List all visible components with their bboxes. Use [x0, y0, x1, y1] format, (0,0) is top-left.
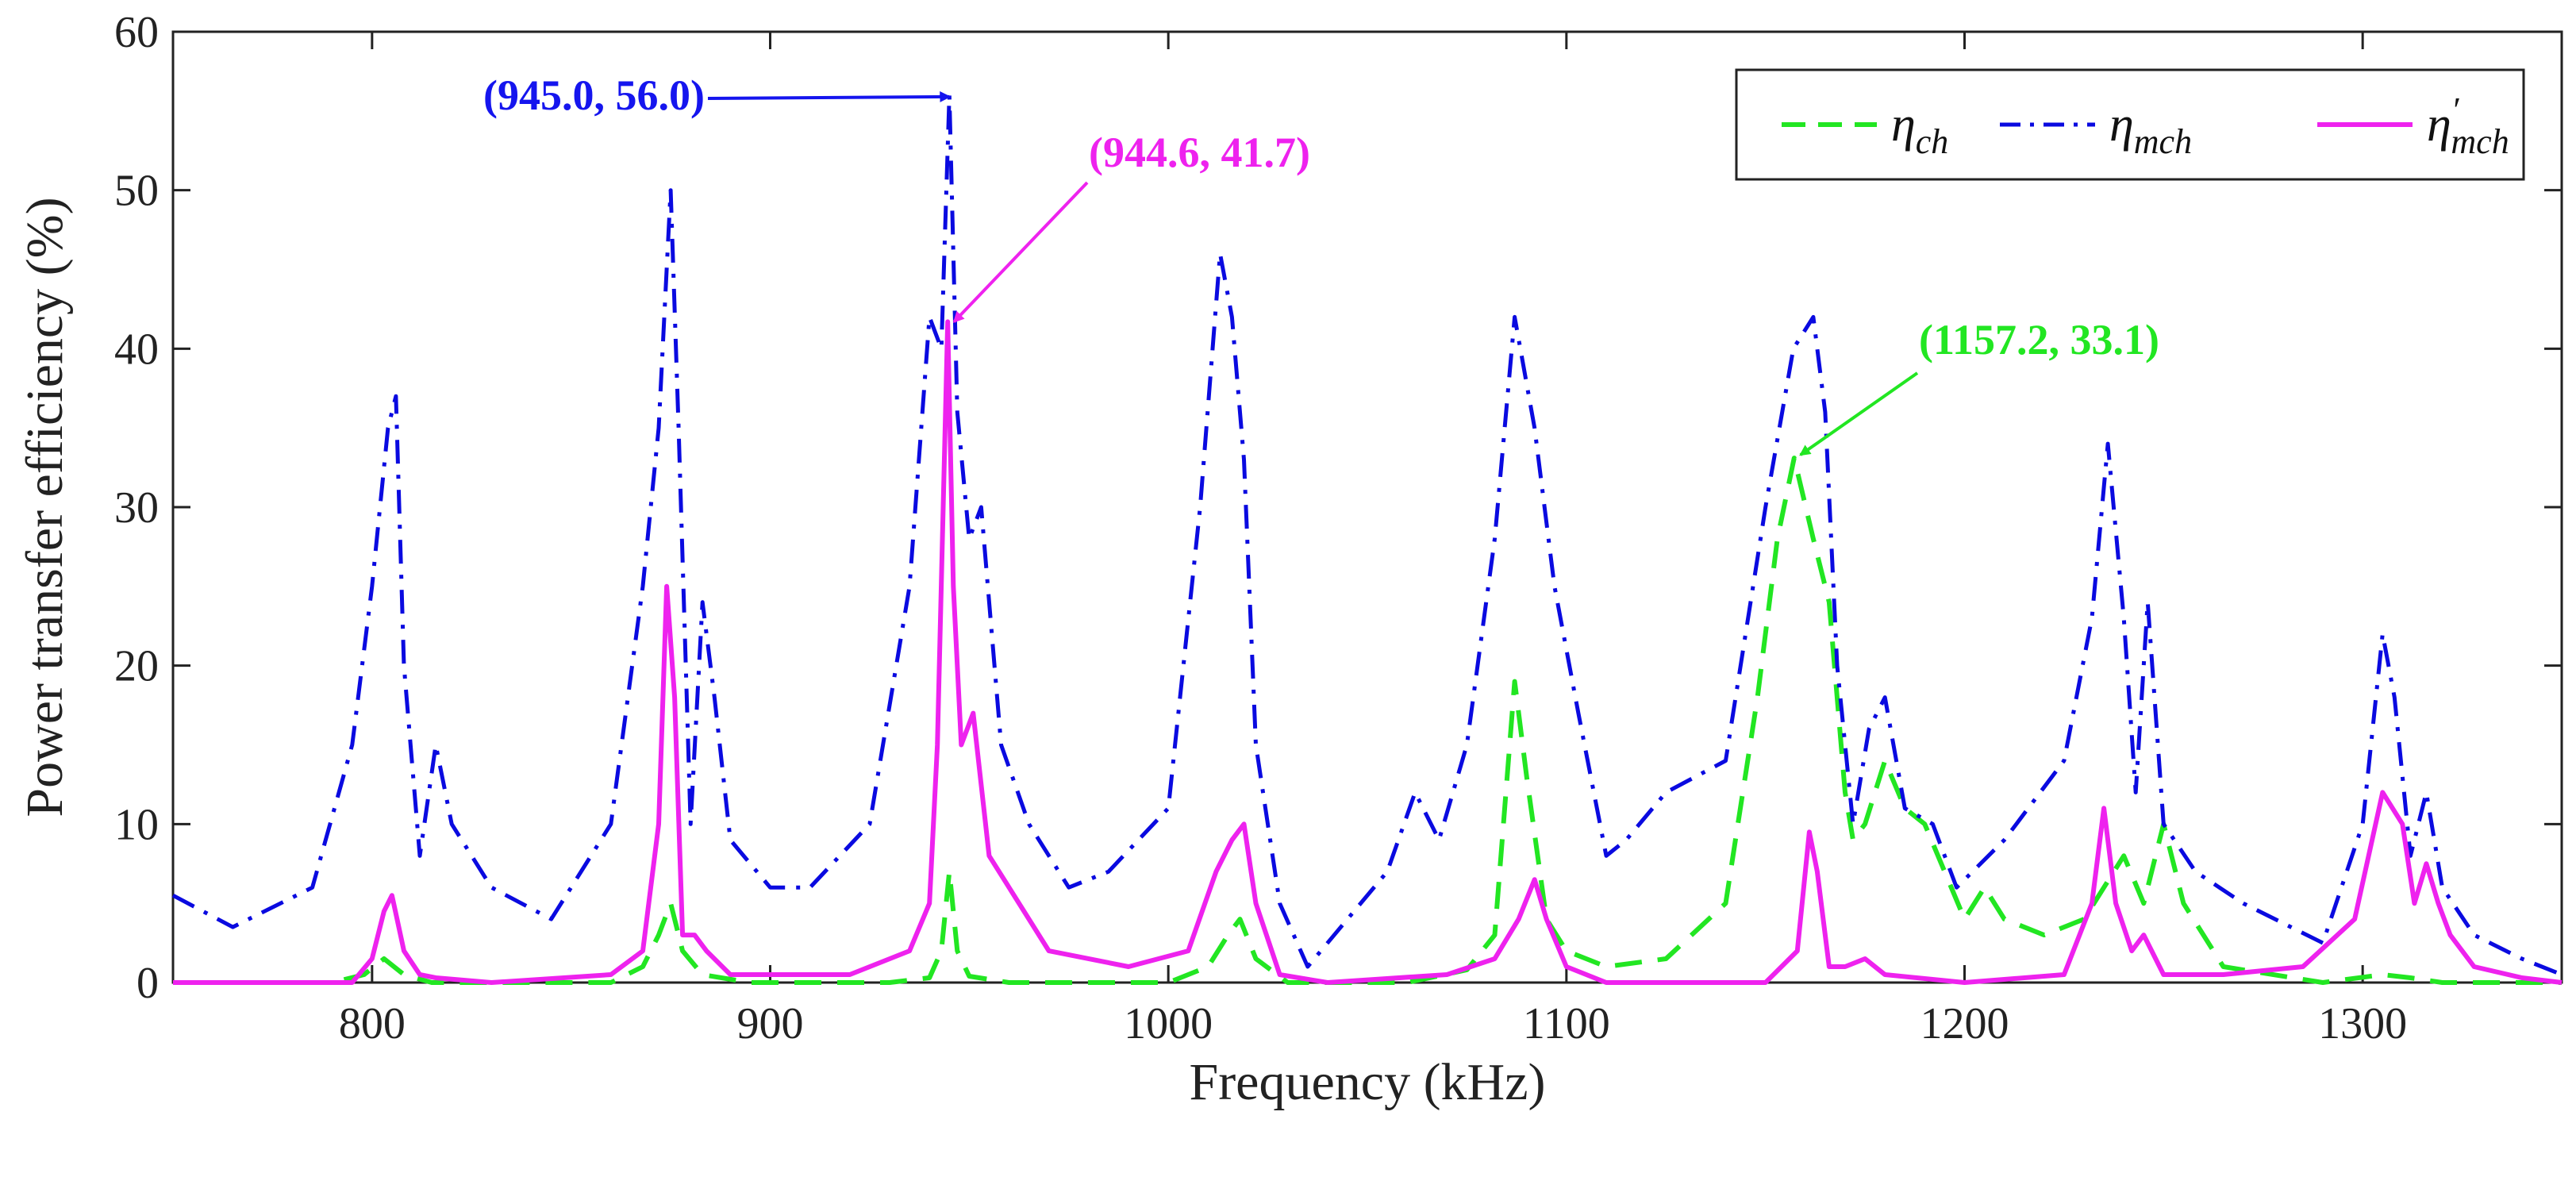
y-tick-label: 10: [114, 800, 159, 849]
x-tick-label: 1200: [1920, 999, 2009, 1048]
annotation-arrow: [707, 90, 952, 102]
x-tick-label: 800: [339, 999, 406, 1048]
annotation-label: (944.6, 41.7): [1089, 129, 1310, 176]
x-tick-label: 1100: [1523, 999, 1610, 1048]
annotation-arrow: [1799, 371, 1919, 456]
y-axis-ticks: 0 10 20 30 40 50 60: [114, 8, 2562, 1008]
annotation-layer: (945.0, 56.0) (944.6, 41.7) (1157.2, 33.1): [483, 71, 2159, 456]
annotation-label: (1157.2, 33.1): [1919, 316, 2159, 363]
y-tick-label: 60: [114, 8, 159, 57]
y-tick-label: 40: [114, 325, 159, 374]
y-tick-label: 0: [136, 959, 159, 1008]
legend: ηch ηmch η′ mch: [1735, 68, 2525, 181]
x-tick-label: 900: [737, 999, 804, 1048]
y-axis-title: Power transfer efficiency (%): [16, 197, 74, 817]
x-tick-label: 1300: [2318, 999, 2407, 1048]
annotation-arrow: [952, 181, 1089, 323]
y-tick-label: 20: [114, 642, 159, 691]
legend-label-eta_mch_prime: η′ mch: [2427, 90, 2509, 161]
series-line-eta_mch_prime: [173, 319, 2563, 985]
y-tick-label: 50: [114, 167, 159, 216]
series-line-eta_mch: [171, 93, 2563, 977]
series-line-eta_ch: [173, 456, 2562, 985]
annotation-label: (945.0, 56.0): [483, 71, 705, 119]
x-axis-title: Frequency (kHz): [1190, 1053, 1546, 1111]
series-layer: [171, 93, 2563, 985]
legend-label-eta_mch: ηmch: [2109, 98, 2192, 161]
x-tick-label: 1000: [1124, 999, 1213, 1048]
x-axis-ticks: 800 900 1000 1100 1200 1300: [339, 32, 2407, 1048]
legend-label-eta_ch: ηch: [1891, 98, 1948, 161]
y-tick-label: 30: [114, 483, 159, 533]
